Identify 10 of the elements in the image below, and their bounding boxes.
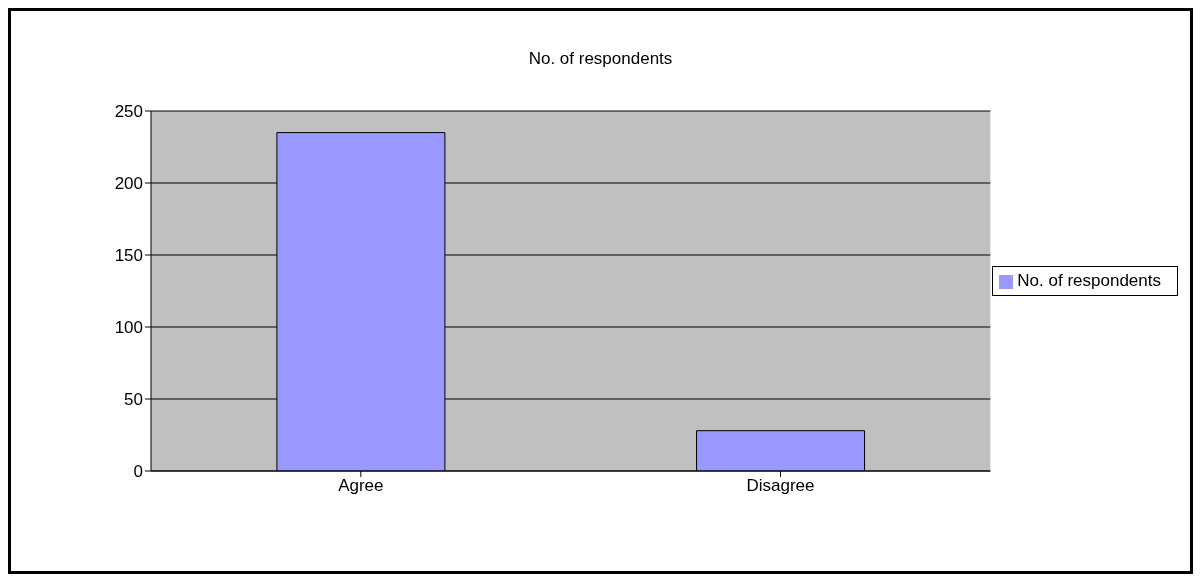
- x-tick-label: Agree: [338, 476, 384, 496]
- y-tick-label: 100: [114, 318, 143, 338]
- y-tick-label: 250: [114, 102, 143, 122]
- x-tick-label: Disagree: [746, 476, 815, 496]
- y-tick-label: 200: [114, 174, 143, 194]
- chart-title: No. of respondents: [527, 49, 674, 69]
- y-tick-label: 50: [124, 390, 143, 410]
- y-tick-label: 150: [114, 246, 143, 266]
- y-tick-label: 0: [133, 462, 143, 482]
- legend-label: No. of respondents: [1017, 271, 1161, 290]
